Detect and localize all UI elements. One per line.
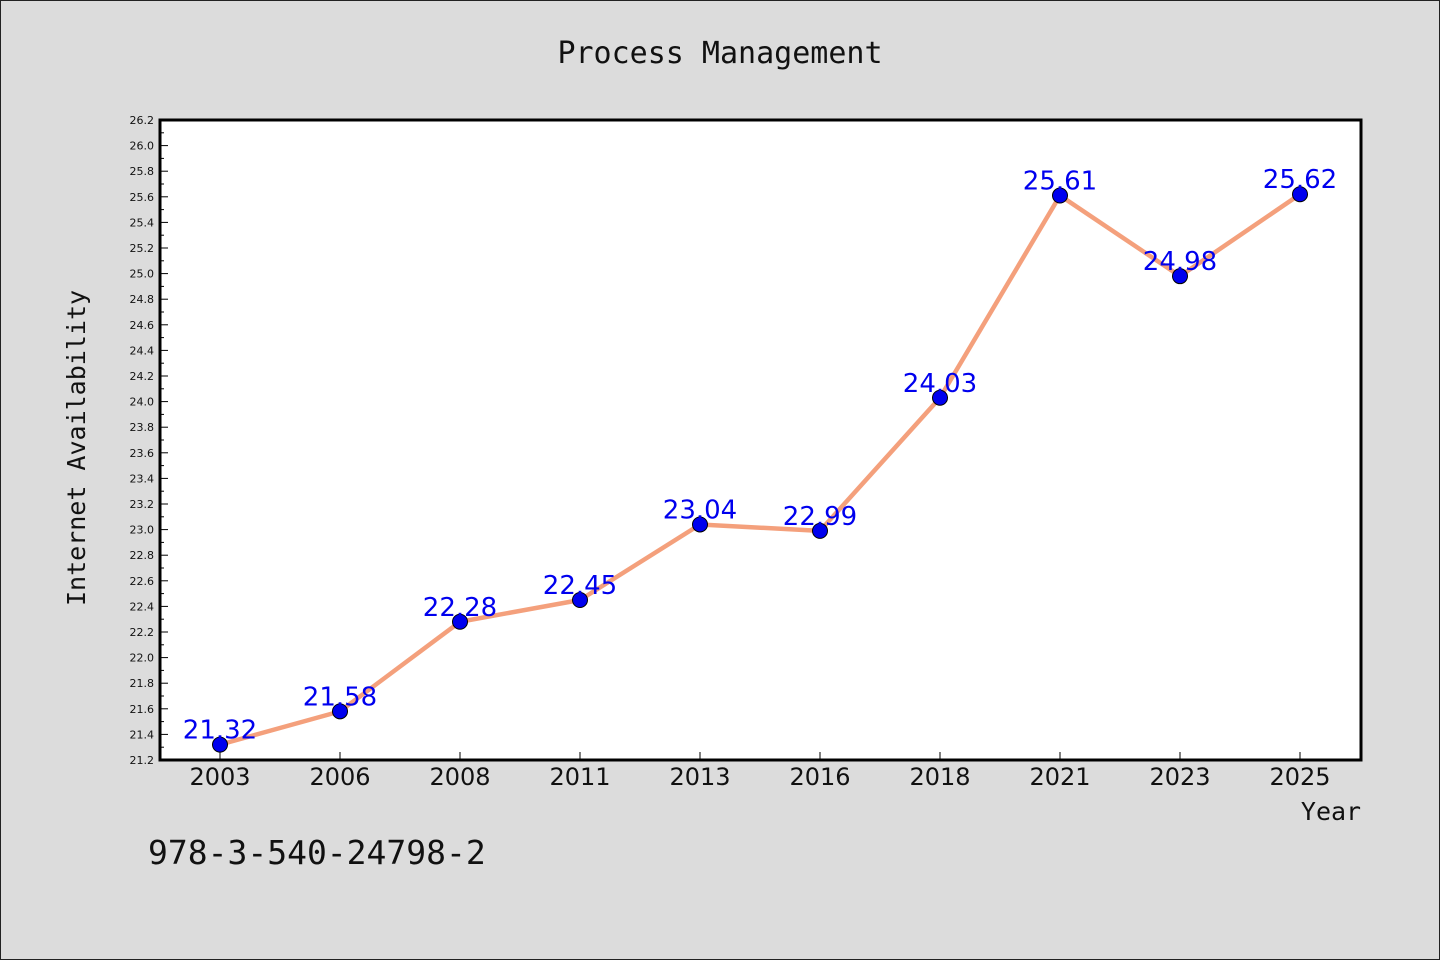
x-axis-title: Year: [1301, 797, 1361, 826]
data-label: 22.99: [783, 502, 857, 532]
y-tick-label: 22.8: [130, 549, 155, 562]
x-tick-label: 2011: [549, 763, 610, 791]
y-tick-label: 23.6: [130, 447, 155, 460]
y-tick-label: 21.8: [130, 677, 155, 690]
y-tick-label: 21.2: [130, 754, 155, 767]
y-axis-ticks: 21.2 21.4 21.6 21.8 22.0 22.2 22.4 22.6 22.8 23.0…: [130, 114, 168, 767]
y-tick-label: 23.8: [130, 421, 155, 434]
data-label: 25.62: [1263, 165, 1337, 195]
x-tick-label: 2021: [1029, 763, 1090, 791]
y-axis-title: Internet Availability: [62, 290, 91, 606]
y-tick-label: 23.0: [130, 524, 155, 537]
plot-area: [160, 120, 1361, 760]
data-label: 25.61: [1023, 167, 1097, 197]
data-label: 23.04: [663, 495, 737, 525]
data-point: [692, 516, 708, 533]
y-tick-label: 25.8: [130, 165, 155, 178]
x-tick-label: 2023: [1149, 763, 1210, 791]
y-tick-label: 22.4: [130, 600, 155, 613]
data-label: 24.98: [1143, 247, 1217, 277]
series-group: 21.32 21.58 22.28 22.45 23.04 22.99 24.03 25.61…: [183, 165, 1337, 753]
y-tick-label: 24.6: [130, 319, 155, 332]
data-point: [452, 613, 468, 630]
y-tick-label: 22.0: [130, 652, 155, 665]
y-tick-label: 25.2: [130, 242, 155, 255]
data-label: 22.45: [543, 571, 617, 601]
data-label: 21.32: [183, 716, 257, 746]
y-tick-label: 24.4: [130, 344, 155, 357]
y-tick-label: 23.4: [130, 472, 155, 485]
x-tick-label: 2016: [789, 763, 850, 791]
y-tick-label: 22.6: [130, 575, 155, 588]
y-tick-label: 25.0: [130, 268, 155, 281]
isbn-footnote: 978-3-540-24798-2: [148, 833, 486, 872]
x-axis-ticks: 2003 2006 2008 2011 2013 2016 2018 2021 2023 2025: [189, 752, 1331, 791]
plot-frame: [158, 118, 1363, 762]
y-tick-label: 25.4: [130, 216, 155, 229]
data-label: 21.58: [303, 682, 377, 712]
data-point: [932, 389, 948, 406]
data-point: [812, 522, 828, 539]
y-tick-label: 26.2: [130, 114, 155, 127]
y-tick-label: 26.0: [130, 140, 155, 153]
y-tick-label: 23.2: [130, 498, 155, 511]
x-tick-label: 2025: [1269, 763, 1330, 791]
y-tick-label: 24.8: [130, 293, 155, 306]
chart-title: Process Management: [557, 36, 882, 71]
x-tick-label: 2006: [309, 763, 370, 791]
data-point: [212, 736, 228, 753]
data-point: [1052, 187, 1068, 204]
data-point: [572, 592, 588, 608]
y-tick-label: 22.2: [130, 626, 155, 639]
data-point: [1292, 186, 1308, 203]
data-label: 24.03: [903, 369, 977, 399]
x-tick-label: 2013: [669, 763, 730, 791]
series-line: [217, 191, 1303, 747]
x-tick-label: 2003: [189, 763, 250, 791]
y-tick-label: 24.0: [130, 396, 155, 409]
y-tick-label: 25.6: [130, 191, 155, 204]
y-tick-label: 21.6: [130, 703, 155, 716]
data-point: [1172, 268, 1188, 285]
x-tick-label: 2008: [429, 763, 490, 791]
y-tick-label: 21.4: [130, 728, 155, 741]
x-tick-label: 2018: [909, 763, 970, 791]
data-point: [332, 703, 348, 720]
y-tick-label: 24.2: [130, 370, 155, 383]
data-label: 22.28: [423, 593, 497, 623]
